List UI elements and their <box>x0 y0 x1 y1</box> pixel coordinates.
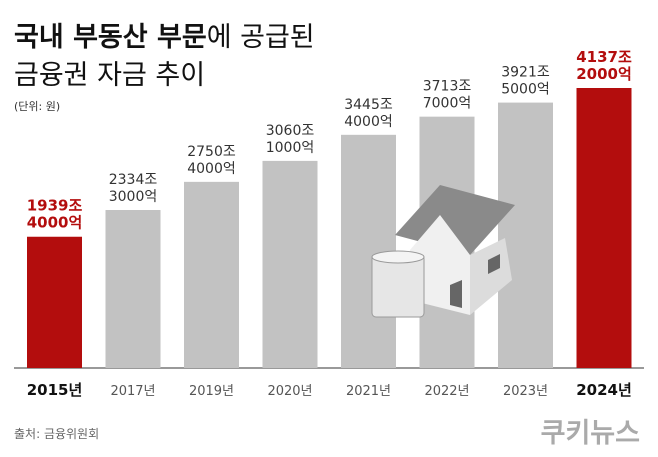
chart-title-line2: 금융권 자금 추이 <box>14 60 205 91</box>
x-tick-label: 2024년 <box>576 381 632 399</box>
x-tick-label: 2023년 <box>503 384 548 399</box>
value-label-line: 3921조 <box>501 65 550 81</box>
money-stack <box>371 254 425 318</box>
value-label: 1939조 4000억 <box>27 197 83 232</box>
value-label-line: 3713조 <box>423 79 472 95</box>
door <box>450 280 462 308</box>
title-bold: 국내 부동산 부문 <box>14 22 207 53</box>
x-tick-label: 2022년 <box>424 384 469 399</box>
bar <box>576 88 632 368</box>
value-label-line: 3000억 <box>109 189 158 205</box>
value-label: 2334조 3000억 <box>109 172 158 205</box>
value-label-line: 4137조 <box>576 48 632 66</box>
unit-note: (단위: 원) <box>14 100 60 113</box>
value-label: 3060조 1000억 <box>266 123 315 156</box>
value-label: 4137조 2000억 <box>576 48 632 83</box>
value-label-line: 3060조 <box>266 123 315 139</box>
x-tick-label: 2020년 <box>267 384 312 399</box>
value-label-line: 4000억 <box>344 114 393 130</box>
value-label: 2750조 4000억 <box>187 144 236 177</box>
value-label-line: 3445조 <box>344 97 393 113</box>
window <box>488 254 500 274</box>
bar <box>27 236 82 368</box>
x-tick-label: 2017년 <box>110 384 155 399</box>
value-label: 3713조 7000억 <box>423 79 472 112</box>
value-label-line: 5000억 <box>501 82 550 98</box>
value-label-line: 4000억 <box>187 161 236 177</box>
value-label-line: 1000억 <box>266 140 315 156</box>
value-label: 3921조 5000억 <box>501 65 550 98</box>
money-top <box>371 250 425 264</box>
chart-title: 국내 부동산 부문에 공급된 <box>14 22 315 53</box>
bar <box>184 181 239 368</box>
source: 출처: 금융위원회 <box>14 427 99 441</box>
x-tick-label: 2015년 <box>27 381 83 399</box>
value-label-line: 1939조 <box>27 197 83 215</box>
value-label-line: 4000억 <box>27 214 83 232</box>
value-label-line: 2334조 <box>109 172 158 188</box>
value-label-line: 7000억 <box>423 96 472 112</box>
title-rest: 에 공급된 <box>207 22 315 53</box>
bar <box>498 102 553 369</box>
bar <box>262 160 318 368</box>
x-tick-label: 2019년 <box>189 384 234 399</box>
house-side <box>470 238 512 315</box>
value-label-line: 2750조 <box>187 144 236 160</box>
x-tick-label: 2021년 <box>346 384 391 399</box>
logo: 쿠키뉴스 <box>541 418 640 449</box>
value-label-line: 2000억 <box>576 65 632 83</box>
value-label: 3445조 4000억 <box>344 97 393 130</box>
house-illustration <box>371 185 515 318</box>
bar <box>105 210 161 368</box>
